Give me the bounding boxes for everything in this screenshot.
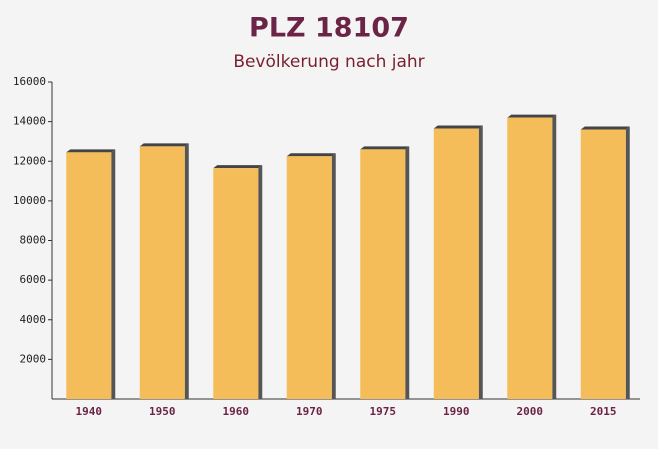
bar-shadow	[552, 114, 557, 399]
x-tick-label: 1960	[223, 405, 250, 418]
x-tick-label: 1940	[76, 405, 103, 418]
x-tick-label: 1990	[443, 405, 470, 418]
y-tick-label: 16000	[13, 75, 46, 88]
y-tick-label: 2000	[20, 352, 47, 365]
bar	[66, 152, 112, 399]
bar-shadow	[625, 126, 630, 400]
bar	[580, 129, 626, 400]
bar-shadow	[478, 125, 483, 399]
chart-title: PLZ 18107	[249, 13, 409, 44]
y-tick-label: 4000	[20, 313, 47, 326]
x-tick-label: 1950	[149, 405, 176, 418]
bar-top	[580, 126, 630, 130]
bar	[433, 128, 479, 399]
bar	[286, 156, 332, 399]
bar-top	[139, 143, 189, 147]
bar-shadow	[331, 153, 336, 399]
chart-subtitle: Bevölkerung nach jahr	[233, 52, 424, 72]
x-tick-label: 2015	[590, 405, 617, 418]
bar-shadow	[111, 149, 116, 399]
bar	[360, 149, 406, 399]
bar-shadow	[258, 165, 263, 399]
y-tick-label: 12000	[13, 154, 46, 167]
bar	[507, 117, 553, 399]
y-tick-label: 6000	[20, 273, 47, 286]
bar-top	[433, 125, 483, 129]
x-tick-label: 1970	[296, 405, 323, 418]
bar	[213, 168, 259, 399]
bar-top	[507, 114, 557, 118]
y-tick-label: 14000	[13, 115, 46, 128]
y-tick-label: 8000	[20, 234, 47, 247]
x-tick-label: 2000	[517, 405, 544, 418]
bar-top	[360, 146, 410, 150]
x-tick-label: 1975	[370, 405, 397, 418]
bar-top	[66, 149, 116, 153]
y-tick-label: 10000	[13, 194, 46, 207]
bar-top	[213, 165, 263, 169]
bar	[139, 146, 185, 399]
bar-top	[286, 153, 336, 157]
bar-shadow	[405, 146, 410, 399]
bar-shadow	[184, 143, 189, 399]
